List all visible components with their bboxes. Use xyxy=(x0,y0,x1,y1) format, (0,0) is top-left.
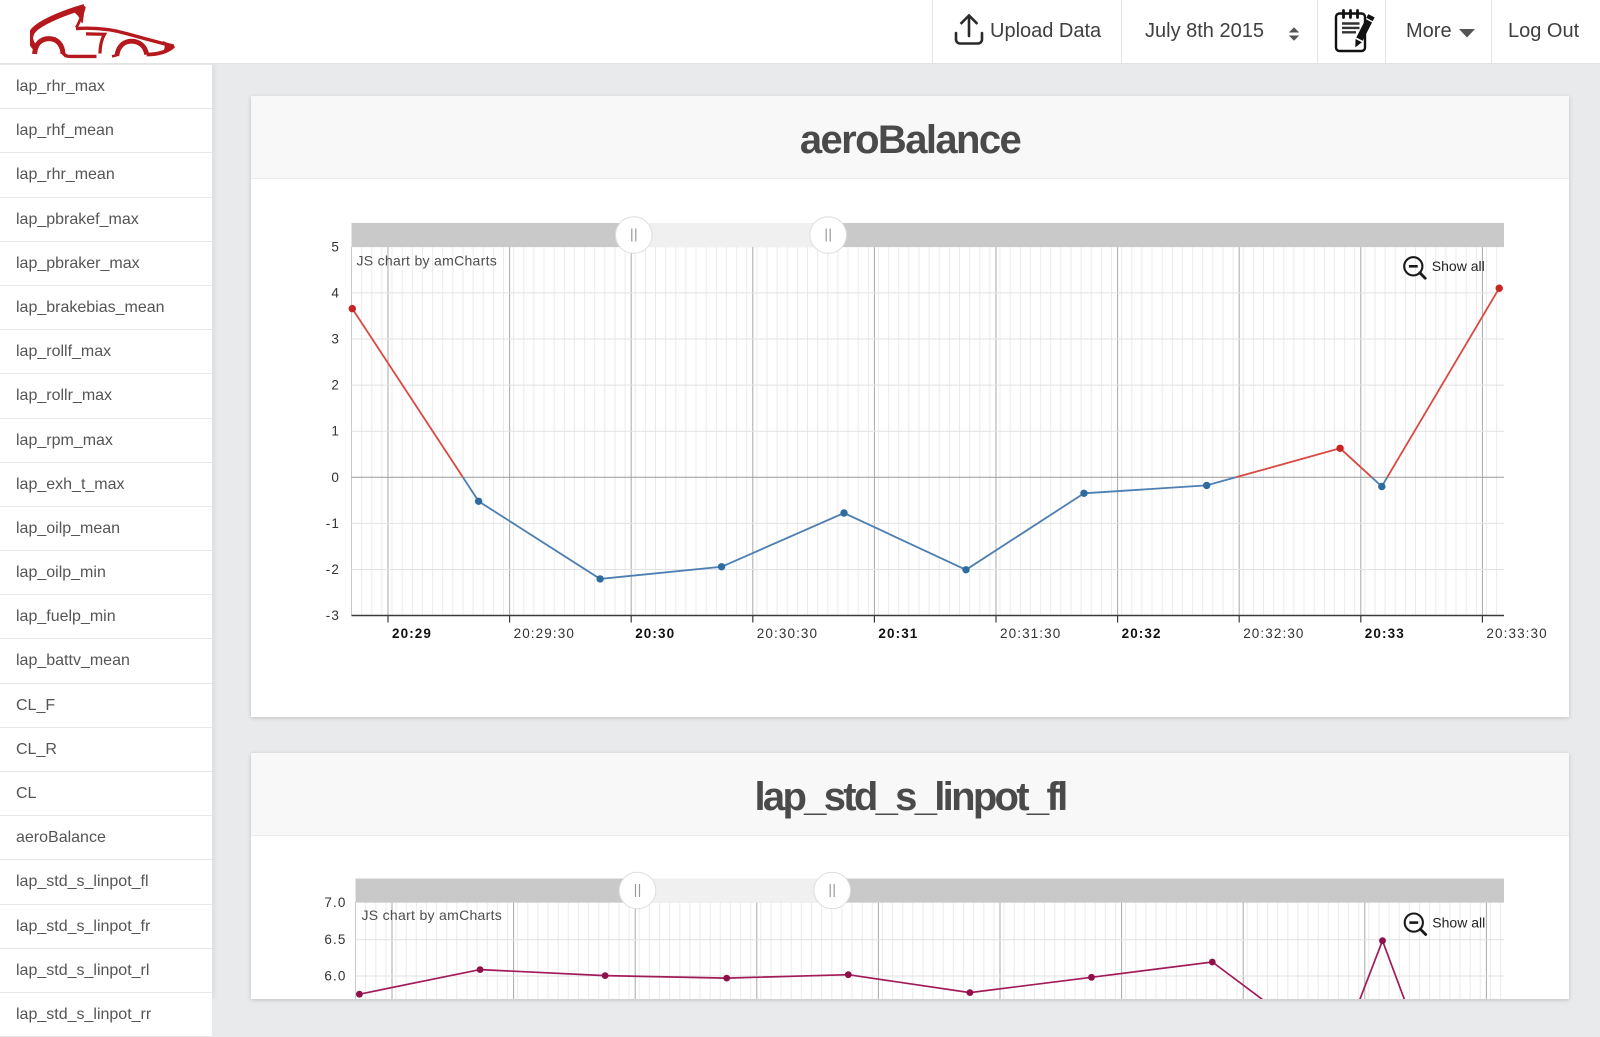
svg-text:-3: -3 xyxy=(326,608,340,623)
svg-text:20:30: 20:30 xyxy=(635,626,675,641)
svg-text:-2: -2 xyxy=(326,562,340,577)
svg-text:4: 4 xyxy=(331,285,340,300)
svg-text:20:31:30: 20:31:30 xyxy=(1000,626,1061,641)
svg-text:7.0: 7.0 xyxy=(324,895,346,910)
svg-text:Show all: Show all xyxy=(1432,914,1485,930)
svg-text:JS chart by amCharts: JS chart by amCharts xyxy=(357,253,498,269)
svg-text:3: 3 xyxy=(331,332,340,347)
svg-text:20:31: 20:31 xyxy=(878,626,918,641)
svg-text:20:33:30: 20:33:30 xyxy=(1486,626,1547,641)
svg-text:20:29:30: 20:29:30 xyxy=(514,626,575,641)
svg-text:20:29: 20:29 xyxy=(392,626,432,641)
svg-text:20:32: 20:32 xyxy=(1122,626,1162,641)
svg-text:-1: -1 xyxy=(326,516,340,531)
svg-text:5: 5 xyxy=(331,239,340,254)
svg-text:20:33: 20:33 xyxy=(1365,626,1405,641)
svg-text:1: 1 xyxy=(331,424,340,439)
svg-text:6.5: 6.5 xyxy=(324,932,346,947)
svg-text:2: 2 xyxy=(331,378,340,393)
svg-text:20:32:30: 20:32:30 xyxy=(1243,626,1304,641)
svg-text:Show all: Show all xyxy=(1432,258,1485,274)
svg-text:6.0: 6.0 xyxy=(324,969,346,984)
svg-text:20:30:30: 20:30:30 xyxy=(757,626,818,641)
svg-text:JS chart by amCharts: JS chart by amCharts xyxy=(362,907,503,923)
svg-text:0: 0 xyxy=(331,470,340,485)
